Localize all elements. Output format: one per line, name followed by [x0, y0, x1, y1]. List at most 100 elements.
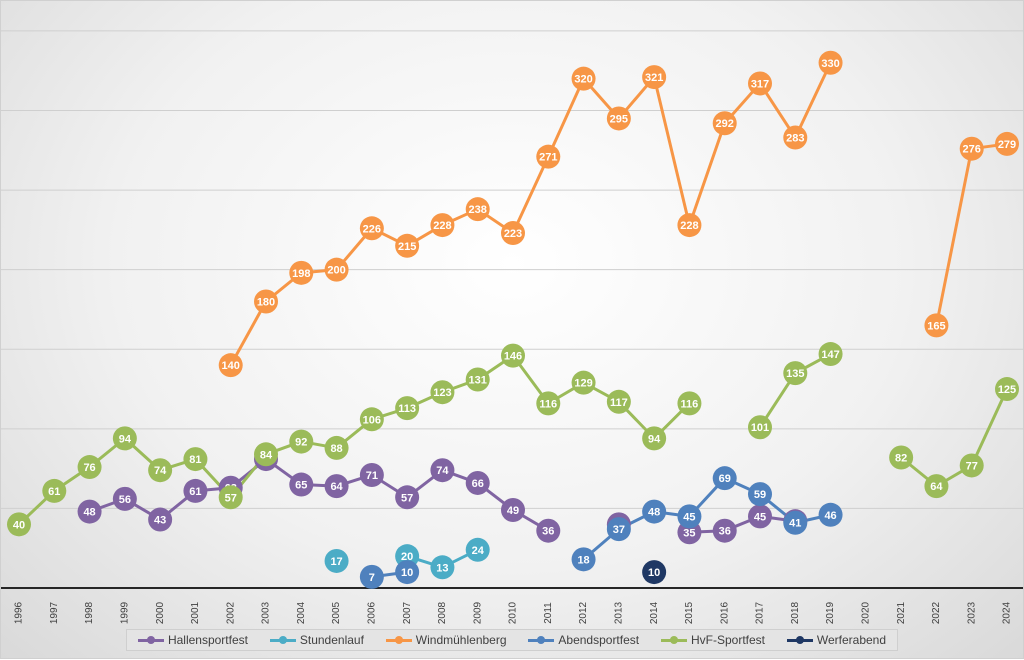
data-label: 66: [472, 478, 484, 490]
data-label: 10: [401, 567, 413, 579]
x-tick-label: 1997: [49, 601, 60, 624]
data-label: 228: [433, 220, 451, 232]
data-label: 84: [260, 449, 273, 461]
data-label: 7: [369, 572, 375, 584]
data-label: 106: [363, 414, 381, 426]
data-label: 321: [645, 72, 663, 84]
data-label: 71: [366, 470, 378, 482]
data-point: [77, 499, 102, 524]
legend-marker: [795, 636, 804, 644]
data-point: [254, 289, 278, 314]
data-label: 74: [436, 465, 449, 477]
data-label: 59: [754, 489, 766, 501]
data-point: [642, 426, 667, 451]
data-point: [324, 257, 349, 282]
data-label: 61: [48, 486, 60, 498]
data-label: 320: [574, 74, 592, 86]
data-label: 43: [154, 515, 166, 527]
data-point: [324, 474, 349, 499]
data-point: [783, 361, 808, 386]
x-tick-label: 2002: [225, 601, 236, 624]
data-point: [465, 367, 490, 392]
data-label: 35: [683, 527, 695, 539]
legend-label: Werferabend: [816, 633, 887, 647]
legend-label: HvF-Sportfest: [690, 633, 765, 647]
data-label: 92: [295, 437, 307, 449]
x-tick-label: 2016: [719, 601, 730, 624]
data-point: [677, 391, 702, 416]
data-label: 279: [998, 139, 1016, 151]
data-point: [536, 391, 561, 416]
data-point: [677, 504, 702, 529]
x-tick-label: 2008: [437, 601, 448, 624]
data-label: 238: [469, 204, 487, 216]
data-point: [959, 453, 984, 478]
x-tick-label: 2017: [755, 601, 766, 624]
data-label: 125: [998, 384, 1016, 396]
data-label: 292: [716, 118, 734, 130]
data-point: [395, 396, 420, 421]
data-point: [748, 71, 772, 96]
data-point: [712, 111, 737, 136]
data-point: [995, 377, 1019, 402]
data-point: [536, 144, 561, 169]
data-point: [818, 342, 843, 367]
x-tick-label: 2021: [896, 601, 907, 624]
data-point: [218, 353, 243, 378]
data-label: 146: [504, 351, 522, 363]
legend-item: HvF-Sportfest: [660, 633, 765, 647]
data-point: [465, 537, 490, 562]
x-tick-label: 2018: [790, 601, 801, 624]
data-label: 180: [257, 297, 275, 309]
data-label: 135: [786, 368, 804, 380]
data-label: 76: [83, 462, 95, 474]
data-point: [359, 407, 384, 432]
data-point: [430, 555, 455, 580]
data-point: [430, 380, 455, 405]
data-label: 77: [966, 460, 978, 472]
data-label: 65: [295, 480, 307, 492]
data-label: 48: [83, 507, 95, 519]
x-tick-label: 2006: [366, 601, 377, 624]
series-line: [900, 388, 1009, 488]
x-tick-label: 2015: [684, 601, 695, 624]
data-label: 69: [719, 473, 731, 485]
x-tick-label: 2003: [261, 601, 272, 624]
x-tick-label: 2001: [190, 601, 201, 624]
data-point: [571, 547, 596, 572]
data-point: [465, 197, 490, 222]
data-point: [818, 502, 843, 527]
data-point: [501, 221, 525, 246]
x-tick-label: 2007: [402, 601, 413, 624]
data-point: [889, 445, 914, 470]
data-point: [536, 518, 561, 543]
data-label: 317: [751, 78, 769, 90]
data-point: [148, 458, 173, 483]
data-label: 37: [613, 524, 625, 536]
data-label: 61: [189, 486, 201, 498]
data-label: 10: [648, 567, 660, 579]
data-point: [289, 472, 314, 497]
data-point: [712, 518, 737, 543]
data-label: 56: [119, 494, 131, 506]
data-label: 123: [433, 387, 451, 399]
series-line: [229, 62, 832, 366]
data-point: [748, 415, 772, 440]
data-point: [42, 478, 67, 503]
x-tick-label: 1996: [14, 601, 25, 624]
series-line: [689, 514, 796, 534]
data-point: [289, 429, 314, 454]
data-label: 129: [574, 378, 592, 390]
legend: Hallensportfest Stundenlauf Windmühlenberg…: [126, 629, 898, 651]
x-tick-label: 1998: [84, 601, 95, 624]
data-label: 117: [610, 397, 628, 409]
data-label: 88: [330, 443, 342, 455]
legend-item: Windmühlenberg: [385, 633, 507, 647]
data-point: [7, 512, 31, 537]
data-label: 36: [542, 526, 554, 538]
data-label: 165: [927, 320, 945, 332]
legend-label: Windmühlenberg: [415, 633, 507, 647]
legend-marker: [669, 636, 678, 644]
data-point: [395, 560, 420, 585]
data-point: [501, 343, 525, 368]
